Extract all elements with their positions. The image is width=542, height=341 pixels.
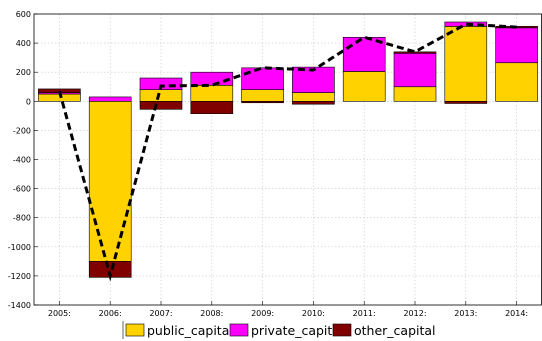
bar-public-capital	[393, 86, 437, 102]
x-tick-label: 2011:	[353, 309, 376, 318]
legend: public_capital private_capital other_capit…	[122, 321, 436, 339]
legend-swatch-public-capital	[125, 323, 145, 337]
bar-private-capital	[88, 96, 132, 102]
bar-private-capital	[342, 36, 386, 72]
x-tick-label: 2012:	[403, 309, 426, 318]
bar-other-capital	[292, 101, 335, 105]
x-tick-label: 2006:	[99, 309, 122, 318]
bar-public-capital	[88, 101, 132, 262]
y-tick-label: -1000	[8, 243, 31, 252]
bar-private-capital	[241, 67, 284, 90]
bar-other-capital	[190, 101, 234, 114]
y-tick-label: -1200	[8, 272, 31, 281]
x-tick-label: 2013:	[454, 309, 477, 318]
y-tick-label: 200	[16, 68, 31, 77]
bar-private-capital	[139, 77, 183, 90]
bar-public-capital	[444, 26, 488, 102]
legend-swatch-private-capital	[229, 323, 249, 337]
y-tick-label: 0	[26, 97, 31, 106]
y-tick-label: 400	[16, 39, 31, 48]
x-tick-label: 2007:	[149, 309, 172, 318]
bar-other-capital	[393, 51, 437, 54]
y-tick-label: -600	[13, 185, 31, 194]
bar-other-capital	[444, 101, 488, 104]
legend-label-private-capital: private_capital	[251, 323, 343, 338]
x-tick-label: 2005:	[48, 309, 71, 318]
y-axis: 600 400 200 0 -200 -400 -600 -800 -1000 -1200 -140…	[8, 10, 38, 310]
x-tick-label: 2008:	[200, 309, 223, 318]
trend-line-layer	[57, 22, 517, 282]
legend-label-other-capital: other_capital	[354, 323, 436, 338]
bar-private-capital	[495, 27, 538, 64]
bar-private-capital	[444, 21, 488, 27]
legend-label-public-capital: public_capital	[147, 323, 233, 338]
bar-public-capital	[139, 89, 183, 102]
y-tick-label: -800	[13, 214, 31, 223]
bar-public-capital	[342, 71, 386, 102]
x-tick-label: 2010:	[302, 309, 325, 318]
bar-other-capital	[139, 101, 183, 110]
bar-public-capital	[190, 84, 234, 102]
legend-swatch-other-capital	[332, 323, 352, 337]
bar-public-capital	[241, 89, 284, 102]
y-tick-label: -200	[13, 126, 31, 135]
y-tick-label: -1400	[8, 301, 31, 310]
x-tick-label: 2009:	[251, 309, 274, 318]
bar-other-capital	[241, 101, 284, 104]
trend-line	[57, 22, 517, 282]
y-tick-label: -400	[13, 156, 31, 165]
x-tick-label: 2014:	[505, 309, 528, 318]
bar-public-capital	[495, 62, 538, 102]
bar-private-capital	[190, 71, 234, 86]
x-axis: 2005: 2006: 2007: 2008: 2009: 2010: 2011: 2012:…	[48, 301, 528, 318]
y-tick-label: 600	[16, 10, 31, 19]
bar-private-capital	[393, 52, 437, 88]
bar-public-capital	[292, 92, 335, 102]
bars-layer	[38, 21, 538, 278]
